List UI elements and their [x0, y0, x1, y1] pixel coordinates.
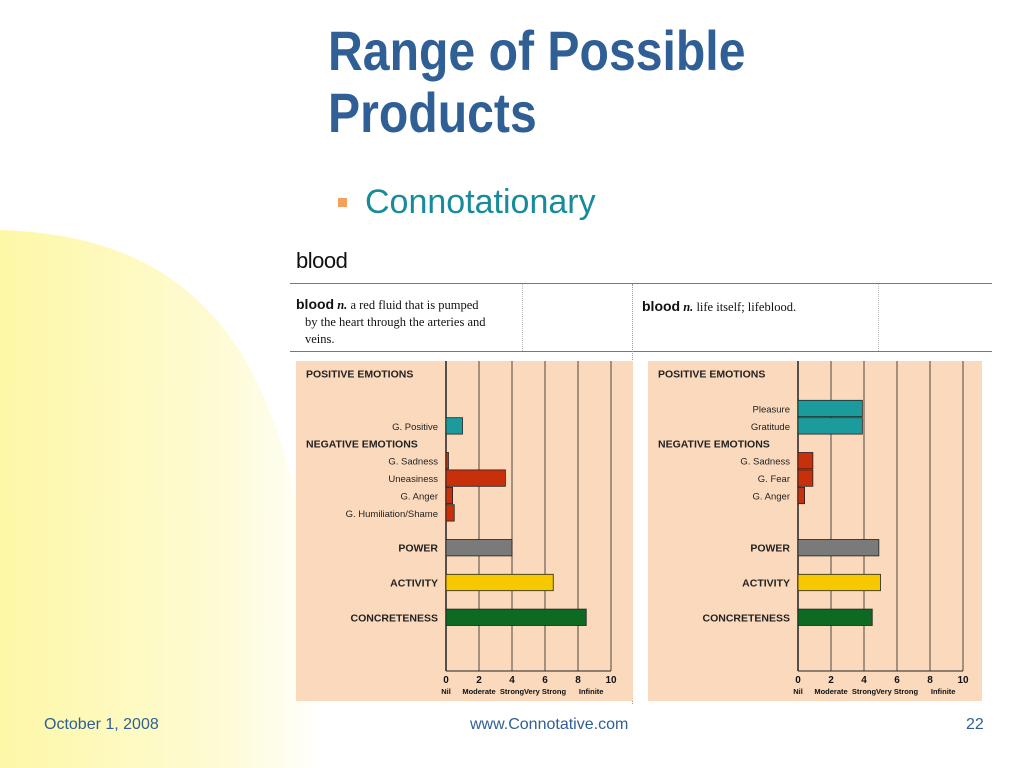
left-tick-label: 4	[509, 675, 515, 686]
left-bar-positive	[445, 417, 463, 435]
left-chart-panel	[296, 361, 633, 701]
right-tick-label: 10	[957, 675, 969, 686]
right-bar-concreteness	[797, 608, 873, 626]
left-bar-negative	[445, 486, 453, 505]
right-row-label: G. Anger	[753, 492, 791, 503]
left-row-label: G. Anger	[401, 492, 439, 503]
rule-top	[290, 283, 992, 284]
right-row-label: Pleasure	[753, 405, 791, 416]
right-bar-negative	[797, 469, 814, 487]
title-line-1: Range of Possible	[328, 19, 746, 82]
left-tick-label: 6	[542, 675, 548, 686]
right-tick-label: 4	[861, 675, 867, 686]
left-row-label: ACTIVITY	[390, 578, 438, 590]
right-section-heading: NEGATIVE EMOTIONS	[658, 438, 770, 450]
rule-mid	[290, 351, 992, 352]
footer-url[interactable]: www.Connotative.com	[470, 716, 629, 733]
connotation-chart-right: 0 2 4 6 8 10 Nil Moderate Strong Very Strong Infin…	[648, 361, 982, 701]
left-bar-negative	[445, 452, 449, 470]
right-row-label: CONCRETENESS	[702, 612, 790, 624]
left-row-label: G. Humiliation/Shame	[346, 509, 438, 520]
right-bar-power	[797, 539, 880, 557]
right-tick-label: 2	[828, 675, 834, 686]
slide-title: Range of Possible Products	[328, 20, 745, 144]
left-bar-negative	[445, 504, 455, 522]
title-line-2: Products	[328, 81, 537, 144]
left-row-label: G. Positive	[392, 422, 438, 433]
right-row-label: Gratitude	[751, 422, 790, 433]
left-scale-word: Strong	[500, 687, 525, 696]
left-row-label: POWER	[398, 543, 438, 555]
left-bar-activity	[445, 573, 554, 592]
left-tick-label: 2	[476, 675, 482, 686]
right-tick-label: 6	[894, 675, 900, 686]
right-scale-word: Nil	[793, 687, 803, 696]
definition-1: blood n. a red fluid that is pumped by t…	[296, 296, 522, 348]
connotation-chart-left: 0 2 4 6 8 10 Nil Moderate Strong Very Strong Infin…	[296, 361, 633, 701]
left-section-heading: NEGATIVE EMOTIONS	[306, 438, 418, 450]
right-row-label: G. Sadness	[740, 457, 790, 468]
definition-1-line-3: veins.	[305, 332, 335, 346]
right-row-label: POWER	[750, 543, 790, 555]
right-row-label: ACTIVITY	[742, 578, 790, 590]
right-bar-negative	[797, 452, 814, 470]
right-scale-word: Moderate	[814, 687, 847, 696]
definition-1-headword: blood	[296, 296, 335, 312]
bullet-item: Connotationary	[338, 180, 596, 224]
left-bar-concreteness	[445, 608, 587, 626]
right-bar-negative	[797, 486, 805, 505]
left-scale-word: Very Strong	[524, 687, 567, 696]
left-scale-word: Moderate	[462, 687, 495, 696]
square-bullet-icon	[338, 197, 347, 207]
footer-date: October 1, 2008	[44, 716, 159, 733]
left-row-label: G. Sadness	[388, 457, 438, 468]
left-bar-negative	[445, 469, 506, 487]
bullet-text: Connotationary	[365, 182, 596, 221]
footer-page-number: 22	[966, 716, 984, 733]
right-bar-positive	[797, 399, 863, 418]
definition-1-pos: n.	[337, 298, 348, 312]
right-row-label: G. Fear	[758, 474, 790, 485]
left-row-label: CONCRETENESS	[350, 612, 438, 624]
definition-2: blood n. life itself; lifeblood.	[642, 298, 878, 316]
left-section-heading: POSITIVE EMOTIONS	[306, 369, 413, 381]
right-bar-activity	[797, 573, 881, 592]
right-tick-label: 8	[927, 675, 933, 686]
left-tick-label: 0	[443, 675, 449, 686]
left-scale-word: Nil	[441, 687, 451, 696]
definition-2-pos: n.	[683, 300, 694, 314]
right-scale-word: Very Strong	[876, 687, 919, 696]
left-bar-power	[445, 539, 513, 557]
right-bar-positive	[797, 417, 863, 435]
definition-1-line-2: by the heart through the arteries and	[305, 315, 486, 329]
definition-1-line-1: a red fluid that is pumped	[350, 298, 479, 312]
divider-right-col	[878, 284, 879, 351]
right-section-heading: POSITIVE EMOTIONS	[658, 369, 765, 381]
divider-left-col	[522, 284, 523, 351]
definition-2-line-1: life itself; lifeblood.	[696, 300, 797, 314]
right-tick-label: 0	[795, 675, 801, 686]
left-row-label: Uneasiness	[388, 474, 438, 485]
left-scale-word: Infinite	[579, 687, 604, 696]
dictionary-word: blood	[296, 248, 348, 273]
right-scale-word: Strong	[852, 687, 877, 696]
right-scale-word: Infinite	[931, 687, 956, 696]
definition-2-headword: blood	[642, 298, 681, 314]
left-tick-label: 8	[575, 675, 581, 686]
left-tick-label: 10	[605, 675, 617, 686]
